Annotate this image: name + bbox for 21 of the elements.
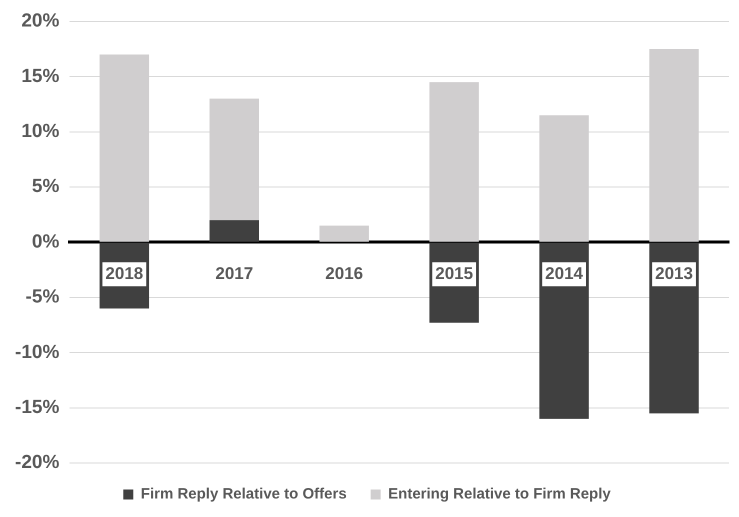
- y-tick-label: -20%: [14, 452, 60, 474]
- y-tick-label: -15%: [14, 397, 60, 418]
- x-tick-label: 2014: [545, 264, 584, 283]
- y-tick-label: 0%: [32, 231, 60, 252]
- legend-label: Entering Relative to Firm Reply: [388, 486, 612, 503]
- y-tick-label: -5%: [26, 286, 60, 308]
- bar: [649, 242, 699, 414]
- x-tick-label: 2018: [105, 264, 144, 283]
- x-tick-label: 2015: [435, 264, 474, 283]
- bar: [210, 220, 260, 242]
- legend-label: Firm Reply Relative to Offers: [140, 486, 347, 503]
- x-tick-label: 2013: [655, 264, 693, 283]
- y-tick-label: 5%: [32, 176, 60, 198]
- y-tick-label: 10%: [21, 121, 60, 142]
- bar: [539, 242, 589, 419]
- y-tick-label: 15%: [21, 66, 60, 87]
- y-tick-label: 20%: [21, 10, 60, 32]
- y-tick-label: -10%: [14, 342, 60, 363]
- x-tick-label: 2016: [325, 264, 364, 283]
- x-tick-label: 2017: [215, 264, 254, 283]
- bar: [319, 226, 369, 242]
